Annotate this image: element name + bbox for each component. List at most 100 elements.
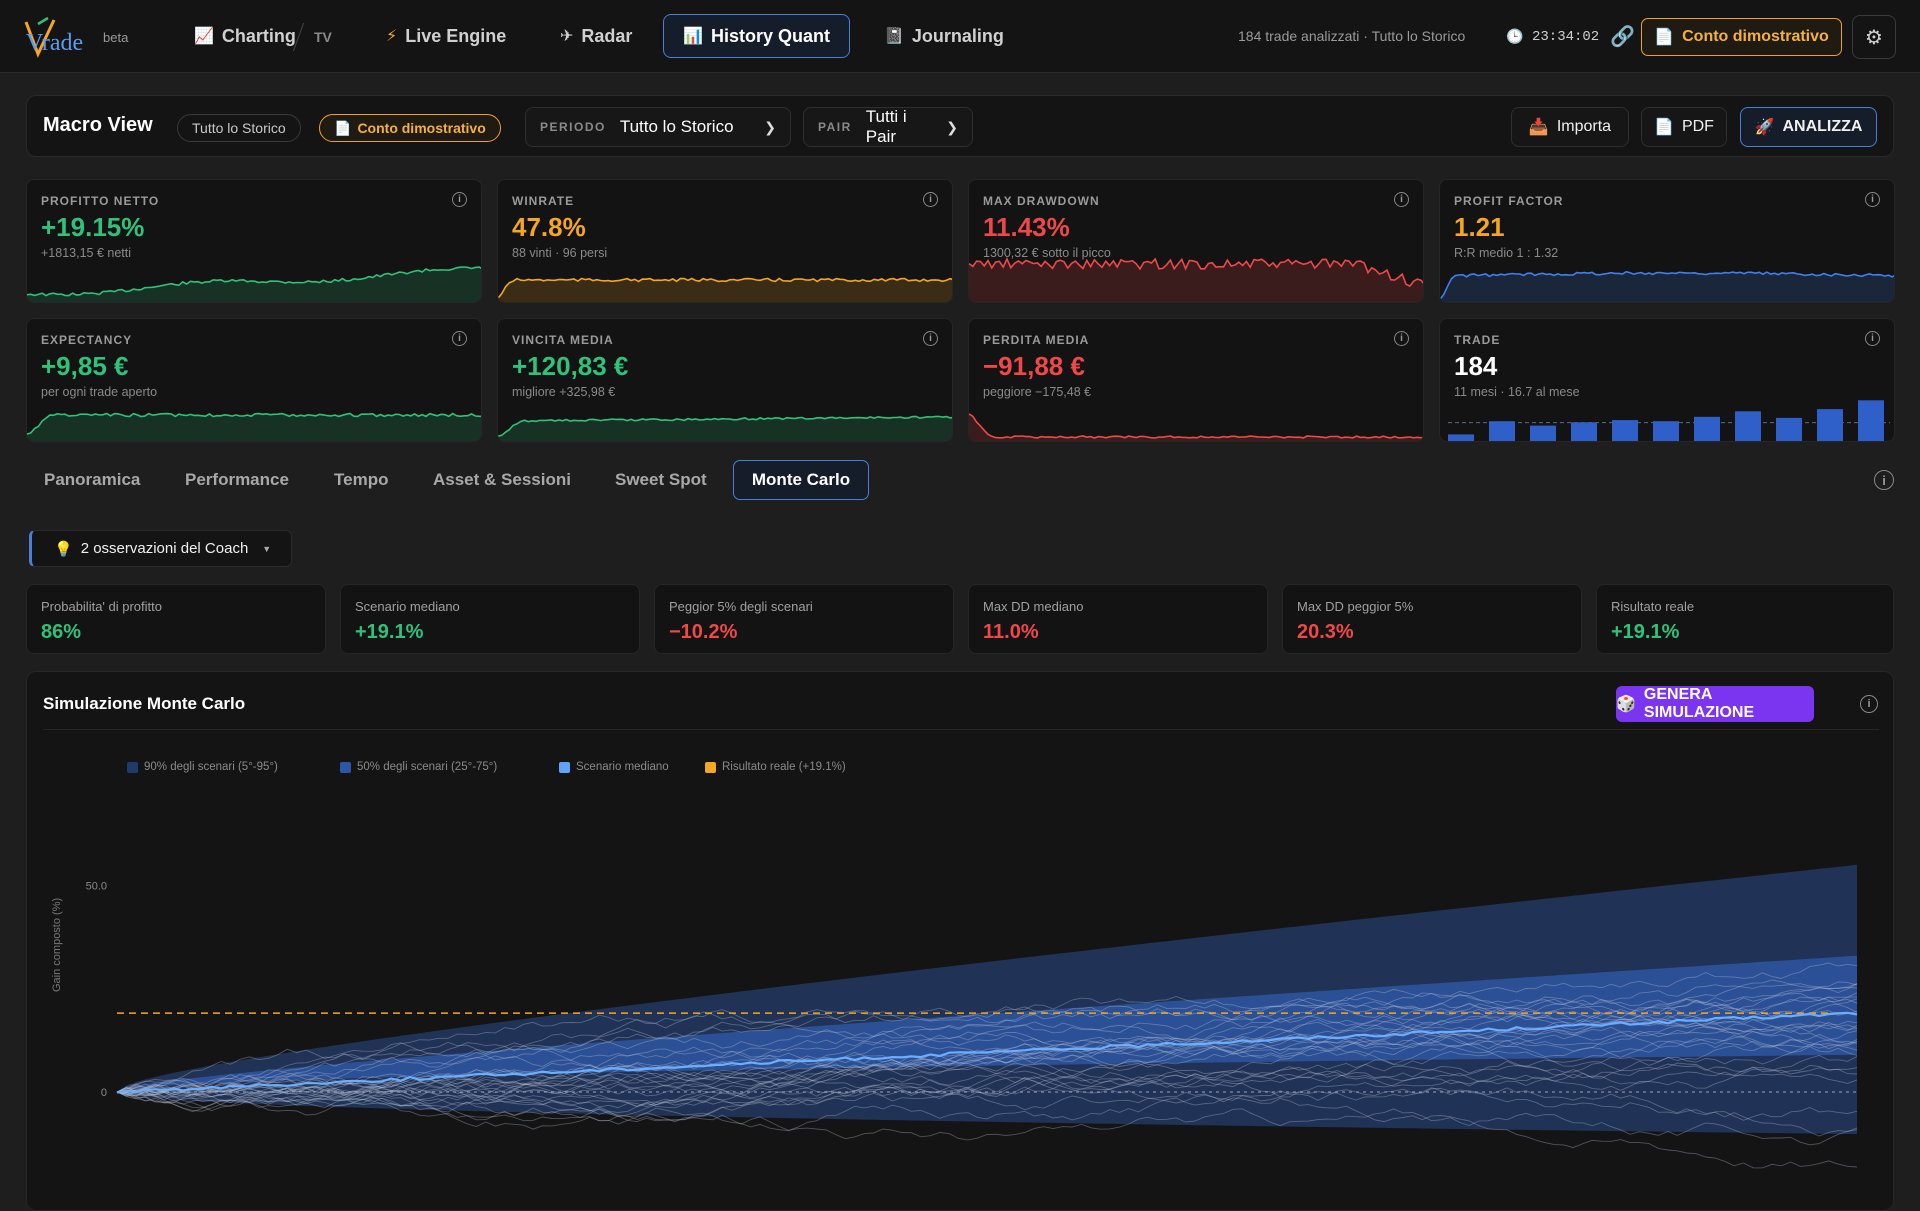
kpi-winrate: WINRATE 47.8% 88 vinti · 96 persi i [497,179,953,303]
nav-live-engine[interactable]: ⚡ Live Engine [368,14,524,58]
nav-live-engine-label: Live Engine [405,25,507,46]
kpi-sparkline [969,413,1423,441]
tab-panoramica[interactable]: Panoramica [44,470,141,489]
nav-charting[interactable]: 📈 Charting [176,14,314,58]
nav-journaling[interactable]: 📓 Journaling [866,14,1022,58]
lightbulb-icon: 💡 [54,540,73,558]
sparkline-area [1440,271,1894,302]
info-icon[interactable]: i [923,331,938,346]
sparkline-line [498,277,952,299]
rocket-icon: 🚀 [1754,119,1775,136]
panel-divider [43,729,1879,730]
kpi-max-drawdown: MAX DRAWDOWN 11.43% 1300,32 € sotto il pic… [968,179,1424,303]
kpi-value: +120,83 € [512,351,629,381]
kpi-value: −91,88 € [983,351,1085,381]
nav-history-quant-label: History Quant [710,25,830,46]
kpi-label: VINCITA MEDIA [512,333,614,347]
macro-view-title: Macro View [43,114,153,136]
kpi-value: +19.15% [41,212,145,242]
info-icon[interactable]: i [1865,192,1880,207]
kpi-sparkline [27,266,481,302]
kpi-value: 1.21 [1454,212,1505,242]
pdf-button[interactable]: 📄 PDF [1641,107,1727,147]
tab-performance[interactable]: Performance [185,470,289,489]
chart-icon: 📈 [194,28,214,45]
simulation-path [116,1039,1858,1107]
kpi-sparkline [498,415,952,441]
simulation-path [116,1041,1858,1106]
nav-history-quant[interactable]: 📊 History Quant [663,14,850,58]
generate-simulation-label: GENERA SIMULAZIONE [1643,686,1755,721]
analyze-button[interactable]: 🚀 ANALIZZA [1740,107,1877,147]
simulation-path [116,996,1858,1093]
kpi-label: PROFITTO NETTO [41,194,160,208]
info-icon[interactable]: i [1860,695,1878,713]
tab-tempo[interactable]: Tempo [334,470,389,489]
simulation-path [116,992,1858,1112]
coach-observations-label: 2 osservazioni del Coach [80,540,249,557]
pair-select[interactable]: PAIR Tutti i Pair ❯ [803,107,973,147]
demo-account-pill-label: Conto dimostrativo [357,120,486,136]
caret-down-icon: ▼ [262,543,272,554]
kpi-label: MAX DRAWDOWN [983,194,1100,208]
tab-sweet-spot[interactable]: Sweet Spot [615,470,707,489]
band-50-percent [117,955,1857,1092]
dice-icon: 🎲 [1616,696,1636,713]
trade-bar [1530,425,1556,441]
sparkline-line [969,257,1423,288]
info-icon[interactable]: i [452,331,467,346]
info-icon[interactable]: i [1865,331,1880,346]
kpi-subtext: +1813,15 € netti [41,246,132,260]
nav-journaling-label: Journaling [911,25,1004,46]
info-icon[interactable]: i [1394,192,1409,207]
coach-observations-toggle[interactable]: 💡 2 osservazioni del Coach ▼ [29,530,293,567]
simulation-path [116,1034,1858,1096]
trade-bar [1817,409,1843,441]
clock-time: 23:34:02 [1532,29,1600,45]
info-icon[interactable]: i [1394,331,1409,346]
import-button[interactable]: 📥 Importa [1511,107,1629,147]
period-select[interactable]: PERIODO Tutto lo Storico ❯ [525,107,791,147]
trade-bar [1694,416,1720,441]
settings-button[interactable]: ⚙ [1852,15,1896,59]
stat-value: +19.1% [1611,621,1680,643]
import-icon: 📥 [1528,119,1549,136]
nav-tv[interactable]: TV [314,29,332,45]
info-icon[interactable]: i [923,192,938,207]
beta-badge: beta [103,30,129,45]
kpi-trades: TRADE 184 11 mesi · 16.7 al mese i [1439,318,1895,442]
vrade-logo-icon [24,16,56,58]
demo-account-button[interactable]: 📄 Conto dimostrativo [1641,18,1842,56]
import-button-label: Importa [1556,118,1612,135]
stat-profit-probability: Probabilita' di profitto 86% [26,584,326,654]
kpi-sparkline [969,257,1423,302]
sparkline-line [969,413,1423,439]
sparkline-line [1440,270,1894,300]
gear-icon: ⚙ [1865,26,1883,49]
simulation-path [116,982,1858,1093]
info-icon[interactable]: i [1874,470,1894,490]
legend-swatch [340,761,351,773]
lightning-icon: ⚡ [386,28,398,45]
simulation-path [116,996,1858,1097]
simulation-path [116,1029,1858,1118]
nav-radar[interactable]: ✈ Radar [542,14,650,58]
logo-text: Vrade [26,30,84,56]
period-select-label: PERIODO [540,120,606,134]
simulation-path [116,962,1858,1093]
kpi-subtext: peggiore −175,48 € [983,385,1092,399]
kpi-avg-loss: PERDITA MEDIA −91,88 € peggiore −175,48 € i [968,318,1424,442]
kpi-subtext: migliore +325,98 € [512,385,616,399]
link-icon[interactable]: 🔗 [1610,26,1635,48]
legend-item-50: 50% degli scenari (25°-75°) [340,761,497,773]
generate-simulation-button[interactable]: 🎲 GENERA SIMULAZIONE [1616,686,1814,722]
simulation-path [116,1076,1858,1121]
kpi-net-profit: PROFITTO NETTO +19.15% +1813,15 € netti i [26,179,482,303]
tab-asset-sessioni[interactable]: Asset & Sessioni [433,470,571,489]
kpi-label: PROFIT FACTOR [1454,194,1564,208]
clock-icon: 🕒 [1506,28,1524,44]
kpi-subtext: 88 vinti · 96 persi [512,246,608,260]
kpi-value: 11.43% [983,212,1070,242]
info-icon[interactable]: i [452,192,467,207]
tab-monte-carlo[interactable]: Monte Carlo [733,460,869,500]
